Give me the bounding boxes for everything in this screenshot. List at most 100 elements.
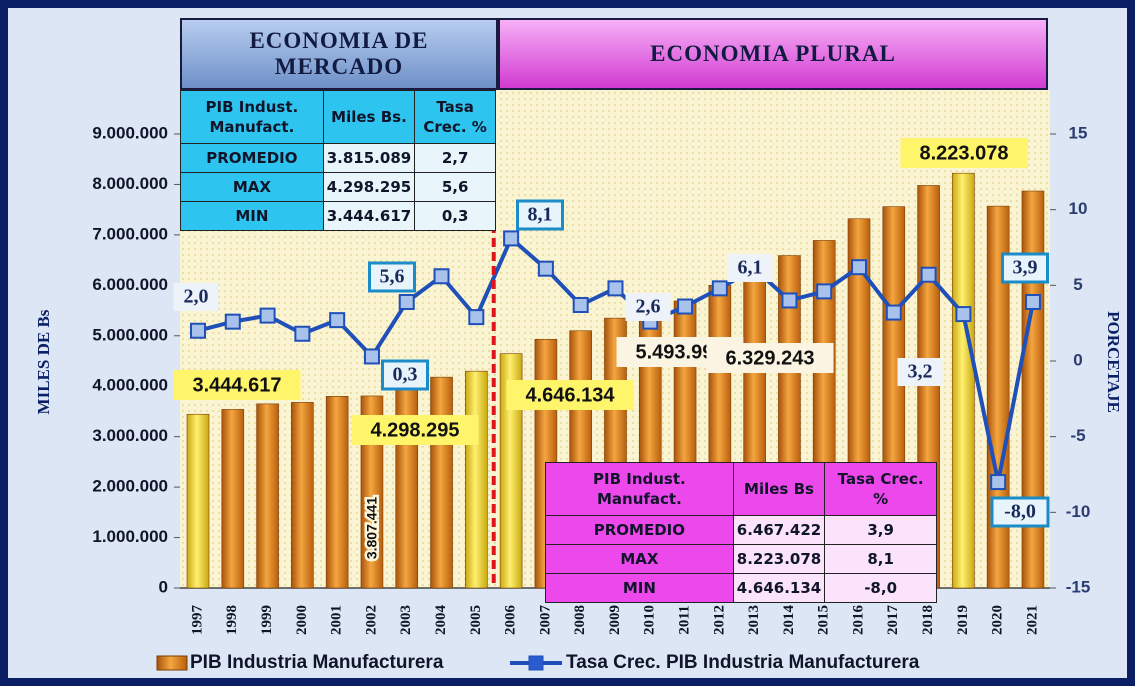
column-header: Miles Bs xyxy=(732,462,826,516)
x-tick-label: 2017 xyxy=(885,605,901,636)
data-label: 5,6 xyxy=(380,266,405,288)
y2-tick-label: 15 xyxy=(1069,123,1088,142)
y-axis-title: MILES DE Bs xyxy=(34,309,53,414)
y-tick-label: 6.000.000 xyxy=(92,275,168,294)
data-label: 8,1 xyxy=(528,204,553,226)
label-bg xyxy=(173,370,301,400)
data-label: 3.444.617 xyxy=(193,374,282,396)
y-tick-label: 1.000.000 xyxy=(92,527,168,546)
table-mercado: PIB Indust. Manufact. Miles Bs. Tasa Crec.… xyxy=(180,90,496,231)
label-bg xyxy=(1001,252,1049,284)
x-tick-label: 2018 xyxy=(920,605,936,635)
row: MIN 3.444.617 0,3 xyxy=(180,201,496,231)
label-bg xyxy=(900,138,1028,168)
cell: PROMEDIO xyxy=(180,143,324,173)
x-tick-label: 2008 xyxy=(572,605,588,635)
cell: MAX xyxy=(545,544,734,574)
x-tick-label: 2005 xyxy=(468,605,484,635)
cell: 3.815.089 xyxy=(322,143,416,173)
bar xyxy=(499,353,523,589)
x-tick-label: 2011 xyxy=(676,605,692,634)
row: PROMEDIO 6.467.422 3,9 xyxy=(545,515,937,545)
label-bg xyxy=(706,343,834,373)
marker xyxy=(781,292,798,309)
bar xyxy=(465,370,488,589)
data-label: 2,0 xyxy=(184,286,209,308)
y-tick-label: 9.000.000 xyxy=(92,123,168,142)
column-header: PIB Indust. Manufact. xyxy=(180,90,324,144)
bar xyxy=(186,413,210,589)
cell: -8,0 xyxy=(824,573,937,603)
legend-swatch xyxy=(528,655,544,671)
marker xyxy=(398,293,415,310)
x-tick-label: 2006 xyxy=(503,605,519,636)
column-header: Tasa Crec. % xyxy=(824,462,937,516)
x-tick-label: 1998 xyxy=(224,605,240,635)
y-tick-label: 3.000.000 xyxy=(92,426,168,445)
bar xyxy=(325,396,349,589)
marker xyxy=(329,312,346,329)
marker xyxy=(224,313,241,330)
label-bg xyxy=(897,358,943,386)
column-header: PIB Indust. Manufact. xyxy=(545,462,734,516)
marker xyxy=(885,304,902,321)
x-tick-label: 2003 xyxy=(398,605,414,635)
marker xyxy=(1024,293,1041,310)
bar xyxy=(430,376,453,589)
x-tick-label: 2007 xyxy=(537,605,553,636)
column-header: Tasa Crec. % xyxy=(414,90,496,144)
x-tick-label: 2020 xyxy=(990,605,1006,635)
column-header: Miles Bs. xyxy=(322,90,416,144)
y2-tick-label: -10 xyxy=(1066,502,1091,521)
y-tick-label: 0 xyxy=(159,577,168,596)
header-row: PIB Indust. Manufact. Miles Bs Tasa Crec. … xyxy=(545,462,937,516)
row: MAX 8.223.078 8,1 xyxy=(545,544,937,574)
row: PROMEDIO 3.815.089 2,7 xyxy=(180,143,496,173)
marker xyxy=(920,266,937,283)
label-bg xyxy=(990,496,1050,528)
header-row: PIB Indust. Manufact. Miles Bs. Tasa Crec.… xyxy=(180,90,496,144)
data-label: 0,3 xyxy=(393,364,418,386)
cell: MAX xyxy=(180,172,324,202)
y-tick-label: 5.000.000 xyxy=(92,325,168,344)
marker xyxy=(816,283,833,300)
bar xyxy=(291,402,314,589)
cell: MIN xyxy=(545,573,734,603)
data-label: 8.223.078 xyxy=(920,142,1009,164)
label-bg xyxy=(368,261,416,293)
legend-label: Tasa Crec. PIB Industria Manufacturera xyxy=(566,652,920,673)
label-bg xyxy=(381,359,429,391)
bar xyxy=(1021,190,1045,589)
y2-axis-title: PORCETAJE xyxy=(1104,311,1123,413)
cell: 2,7 xyxy=(414,143,496,173)
x-tick-label: 2014 xyxy=(781,605,797,636)
label-bg xyxy=(625,293,671,321)
x-tick-label: 1997 xyxy=(189,605,205,636)
data-label: 6.329.243 xyxy=(726,347,815,369)
label-bg xyxy=(506,380,634,410)
x-tick-label: 2004 xyxy=(433,605,449,636)
cell: 5,6 xyxy=(414,172,496,202)
marker xyxy=(677,298,694,315)
x-tick-label: 2012 xyxy=(711,605,727,635)
table-plural: PIB Indust. Manufact. Miles Bs Tasa Crec. … xyxy=(545,462,937,603)
label-bg xyxy=(727,254,773,282)
cell: 6.467.422 xyxy=(732,515,826,545)
marker xyxy=(851,259,868,276)
marker xyxy=(433,268,450,285)
marker xyxy=(190,322,206,339)
marker xyxy=(294,325,311,342)
marker xyxy=(607,280,624,297)
cell: MIN xyxy=(180,201,324,231)
x-tick-label: 2002 xyxy=(363,605,379,635)
bar xyxy=(256,403,279,589)
data-label: 3,9 xyxy=(1013,257,1038,279)
cell: 8.223.078 xyxy=(732,544,826,574)
x-tick-label: 2016 xyxy=(850,605,866,636)
cell: PROMEDIO xyxy=(545,515,734,545)
marker xyxy=(537,260,554,277)
data-label: 2,6 xyxy=(636,296,661,318)
x-tick-label: 2010 xyxy=(642,605,658,635)
legend-label: PIB Industria Manufacturera xyxy=(190,652,444,673)
